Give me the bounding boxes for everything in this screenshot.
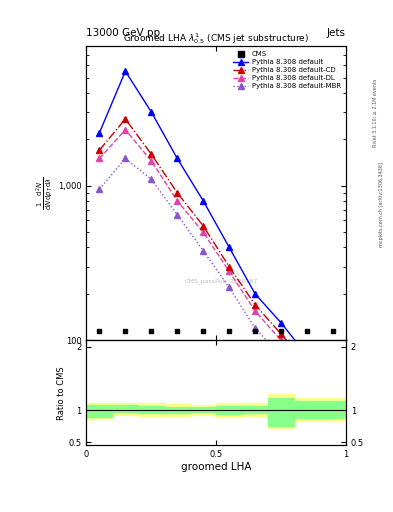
- Pythia 8.308 default: [149, 109, 154, 115]
- CMS: [278, 327, 284, 335]
- Pythia 8.308 default-MBR: [305, 384, 309, 390]
- Pythia 8.308 default-MBR: [201, 248, 206, 254]
- CMS: [148, 327, 154, 335]
- Pythia 8.308 default-DL: [123, 126, 128, 133]
- Pythia 8.308 default-CD: [279, 331, 283, 337]
- Pythia 8.308 default: [279, 319, 283, 326]
- Pythia 8.308 default: [227, 244, 231, 250]
- Pythia 8.308 default-DL: [201, 229, 206, 236]
- Pythia 8.308 default-DL: [253, 308, 257, 314]
- Pythia 8.308 default-DL: [305, 366, 309, 372]
- Pythia 8.308 default-DL: [279, 337, 283, 344]
- Pythia 8.308 default-MBR: [149, 176, 154, 182]
- Pythia 8.308 default-CD: [175, 190, 180, 196]
- CMS: [96, 327, 103, 335]
- Pythia 8.308 default: [253, 291, 257, 297]
- Text: Jets: Jets: [327, 28, 346, 38]
- Text: 13000 GeV pp: 13000 GeV pp: [86, 28, 161, 38]
- Text: mcplots.cern.ch [arXiv:1306.3436]: mcplots.cern.ch [arXiv:1306.3436]: [379, 162, 384, 247]
- Pythia 8.308 default: [201, 198, 206, 204]
- Pythia 8.308 default-CD: [253, 302, 257, 308]
- Pythia 8.308 default-DL: [227, 268, 231, 274]
- Pythia 8.308 default-DL: [175, 198, 180, 204]
- Pythia 8.308 default: [305, 352, 309, 358]
- Pythia 8.308 default-DL: [97, 156, 102, 162]
- CMS: [252, 327, 258, 335]
- Pythia 8.308 default-CD: [305, 361, 309, 368]
- Pythia 8.308 default-DL: [149, 158, 154, 164]
- Line: Pythia 8.308 default-CD: Pythia 8.308 default-CD: [97, 116, 336, 414]
- Pythia 8.308 default: [331, 399, 335, 405]
- Pythia 8.308 default-MBR: [97, 186, 102, 192]
- Pythia 8.308 default-MBR: [227, 284, 231, 290]
- Line: Pythia 8.308 default-DL: Pythia 8.308 default-DL: [97, 127, 336, 424]
- Pythia 8.308 default-MBR: [279, 352, 283, 358]
- X-axis label: groomed LHA: groomed LHA: [181, 462, 252, 472]
- Pythia 8.308 default-CD: [123, 116, 128, 122]
- Pythia 8.308 default-CD: [149, 151, 154, 157]
- Text: CMS_passPub_2020187: CMS_passPub_2020187: [185, 279, 258, 284]
- Line: Pythia 8.308 default-MBR: Pythia 8.308 default-MBR: [97, 156, 336, 436]
- Pythia 8.308 default-MBR: [175, 211, 180, 218]
- CMS: [226, 327, 232, 335]
- Y-axis label: Ratio to CMS: Ratio to CMS: [57, 366, 66, 420]
- Pythia 8.308 default-CD: [227, 264, 231, 270]
- CMS: [304, 327, 310, 335]
- CMS: [330, 327, 336, 335]
- Pythia 8.308 default-CD: [331, 408, 335, 414]
- Pythia 8.308 default: [123, 68, 128, 74]
- Title: Groomed LHA $\lambda^{1}_{0.5}$ (CMS jet substructure): Groomed LHA $\lambda^{1}_{0.5}$ (CMS jet…: [123, 31, 309, 46]
- Legend: CMS, Pythia 8.308 default, Pythia 8.308 default-CD, Pythia 8.308 default-DL, Pyt: CMS, Pythia 8.308 default, Pythia 8.308 …: [232, 50, 342, 91]
- CMS: [174, 327, 180, 335]
- Pythia 8.308 default-MBR: [253, 325, 257, 331]
- CMS: [200, 327, 206, 335]
- Pythia 8.308 default-CD: [97, 147, 102, 153]
- Y-axis label: $\frac{1}{\mathrm{d}N}\frac{\mathrm{d}^2N}{\mathrm{d}p_T\,\mathrm{d}\lambda}$: $\frac{1}{\mathrm{d}N}\frac{\mathrm{d}^2…: [35, 176, 55, 210]
- CMS: [122, 327, 129, 335]
- Pythia 8.308 default-CD: [201, 223, 206, 229]
- Pythia 8.308 default-MBR: [331, 431, 335, 437]
- Pythia 8.308 default: [175, 156, 180, 162]
- Text: Rivet 3.1.10; ≥ 2.1M events: Rivet 3.1.10; ≥ 2.1M events: [373, 78, 378, 147]
- Pythia 8.308 default-MBR: [123, 156, 128, 162]
- Pythia 8.308 default: [97, 130, 102, 136]
- Line: Pythia 8.308 default: Pythia 8.308 default: [97, 69, 336, 404]
- Pythia 8.308 default-DL: [331, 418, 335, 424]
